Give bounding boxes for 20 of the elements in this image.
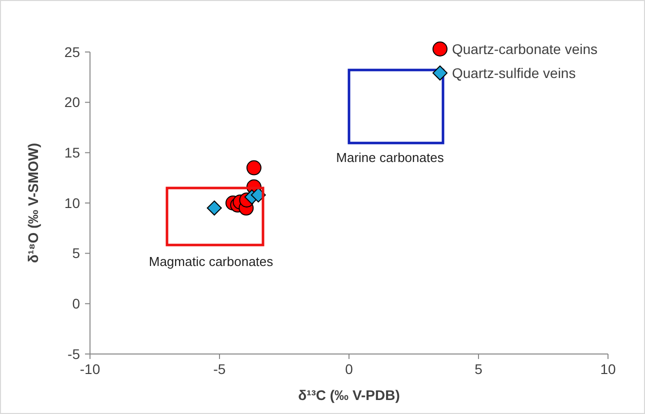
y-tick-label: 5 [72,245,80,262]
x-tick-label: 10 [600,361,616,377]
x-tick-label: 0 [345,361,354,377]
x-axis-title: δ¹³C (‰ V-PDB) [298,387,400,403]
annotation: Magmatic carbonates [148,254,274,269]
y-tick-label: 0 [72,296,80,312]
legend-label: Quartz-sulfide veins [452,64,576,81]
y-tick-label: -5 [68,346,80,362]
annotation: Marine carbonates [336,150,444,165]
y-axis-title: δ¹⁸O (‰ V-SMOW) [25,142,41,264]
y-tick-label: 20 [64,94,80,110]
y-tick-label: 25 [64,44,80,60]
point [206,200,222,216]
legend-label: Quartz-carbonate veins [452,40,598,57]
x-tick-label: -5 [213,361,226,377]
y-tick-label: 10 [64,194,80,211]
y-tick-label: 15 [64,144,80,161]
point [246,160,262,176]
x-tick-label: 5 [474,361,483,377]
x-tick-label: -10 [80,361,100,377]
